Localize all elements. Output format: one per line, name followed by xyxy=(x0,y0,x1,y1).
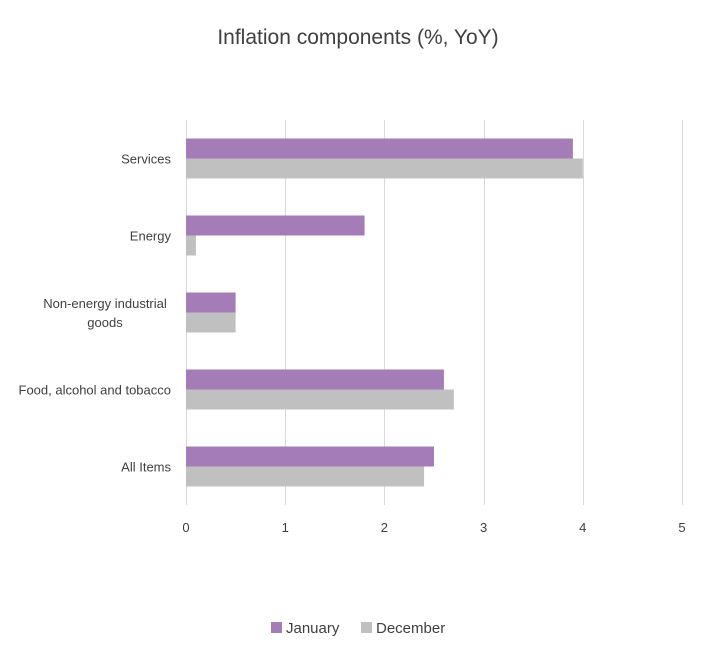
bar-december xyxy=(186,389,454,410)
bar-january xyxy=(186,446,434,467)
legend-swatch-january xyxy=(271,622,282,633)
bar-january xyxy=(186,369,444,390)
category-label: Energy xyxy=(130,229,172,244)
legend: January December xyxy=(271,620,445,637)
x-tick-label: 0 xyxy=(182,520,189,535)
x-tick-label: 5 xyxy=(678,520,685,535)
category-label: Services xyxy=(121,152,171,167)
x-tick-labels: 0 1 2 3 4 5 xyxy=(182,520,685,535)
chart-title: Inflation components (%, YoY) xyxy=(217,26,498,49)
x-tick-label: 1 xyxy=(282,520,289,535)
legend-label-december: December xyxy=(376,620,445,637)
category-label: All Items xyxy=(121,460,171,475)
category-label: Non-energy industrial xyxy=(43,296,167,311)
bar-january xyxy=(186,138,573,159)
category-label: goods xyxy=(87,315,123,330)
legend-label-january: January xyxy=(286,620,340,637)
gridlines xyxy=(186,120,683,505)
category-label: Food, alcohol and tobacco xyxy=(19,383,172,398)
bars xyxy=(186,138,583,487)
bar-january xyxy=(186,215,365,236)
category-labels: Services Energy Non-energy industrial goods… xyxy=(19,152,172,475)
bar-december xyxy=(186,158,583,179)
bar-december xyxy=(186,235,196,256)
x-tick-label: 3 xyxy=(480,520,487,535)
bar-january xyxy=(186,292,236,313)
bar-december xyxy=(186,312,236,333)
bar-december xyxy=(186,466,425,487)
x-tick-label: 4 xyxy=(579,520,586,535)
legend-swatch-december xyxy=(361,622,372,633)
x-tick-label: 2 xyxy=(381,520,388,535)
